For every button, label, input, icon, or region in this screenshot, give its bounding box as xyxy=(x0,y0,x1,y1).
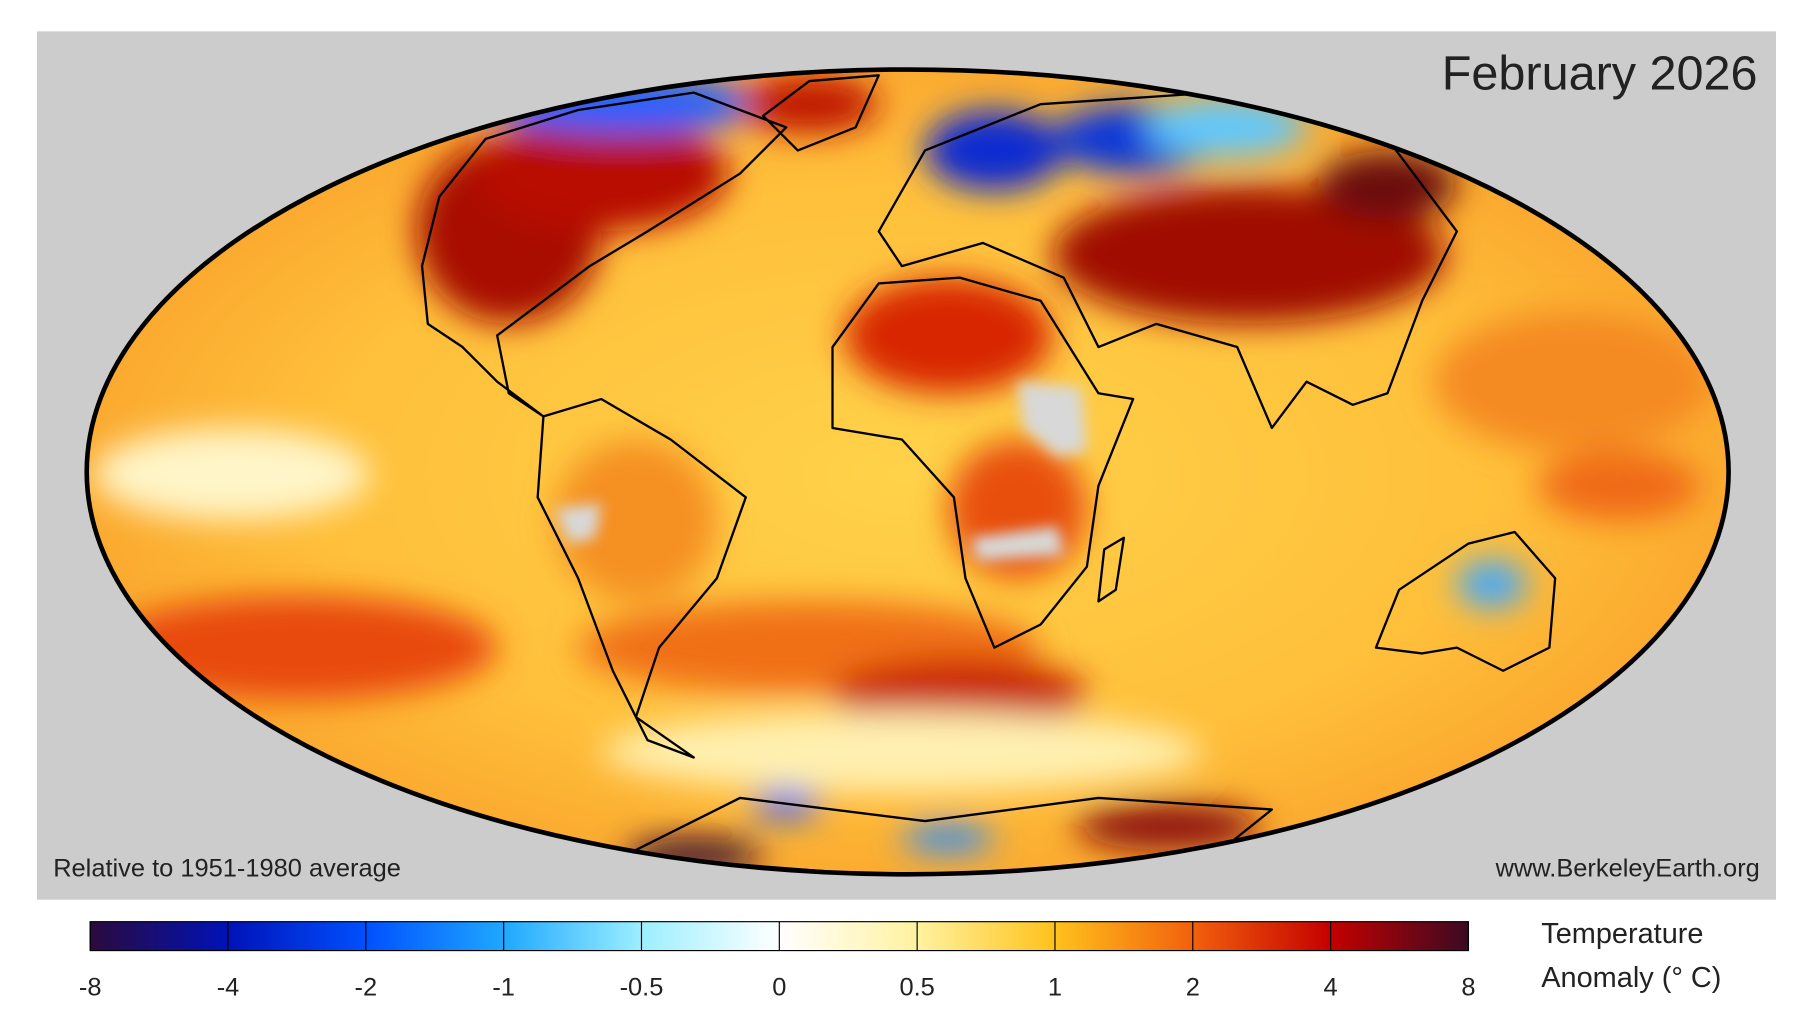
colorbar-tick-label: -4 xyxy=(217,973,240,1001)
globe-outline xyxy=(84,67,1731,877)
colorbar-tick-label: -0.5 xyxy=(620,973,664,1001)
colorbar-label: Temperature xyxy=(1541,918,1703,950)
anomaly-field xyxy=(92,75,1712,874)
colorbar-tick-label: 8 xyxy=(1461,973,1475,1001)
colorbar-tick-label: 0.5 xyxy=(899,973,934,1001)
colorbar-tick-label: 4 xyxy=(1324,973,1338,1001)
source-credit: www.BerkeleyEarth.org xyxy=(1495,854,1760,882)
colorbar-tick-label: -1 xyxy=(492,973,515,1001)
colorbar-tick-label: 0 xyxy=(772,973,786,1001)
colorbar-tick-label: -2 xyxy=(355,973,378,1001)
colorbar-tick-label: 1 xyxy=(1048,973,1062,1001)
map-title: February 2026 xyxy=(1442,46,1758,100)
colorbar-tick-label: -8 xyxy=(79,973,102,1001)
colorbar-tick-label: 2 xyxy=(1186,973,1200,1001)
baseline-note: Relative to 1951-1980 average xyxy=(53,854,401,882)
no-data-areas xyxy=(555,381,1087,561)
colorbar-label: Anomaly (° C) xyxy=(1541,962,1721,994)
globe xyxy=(86,69,1729,875)
colorbar-ticks: -8 -4 -2 -1 -0.5 0 0.5 1 2 4 8 xyxy=(79,921,1476,1001)
